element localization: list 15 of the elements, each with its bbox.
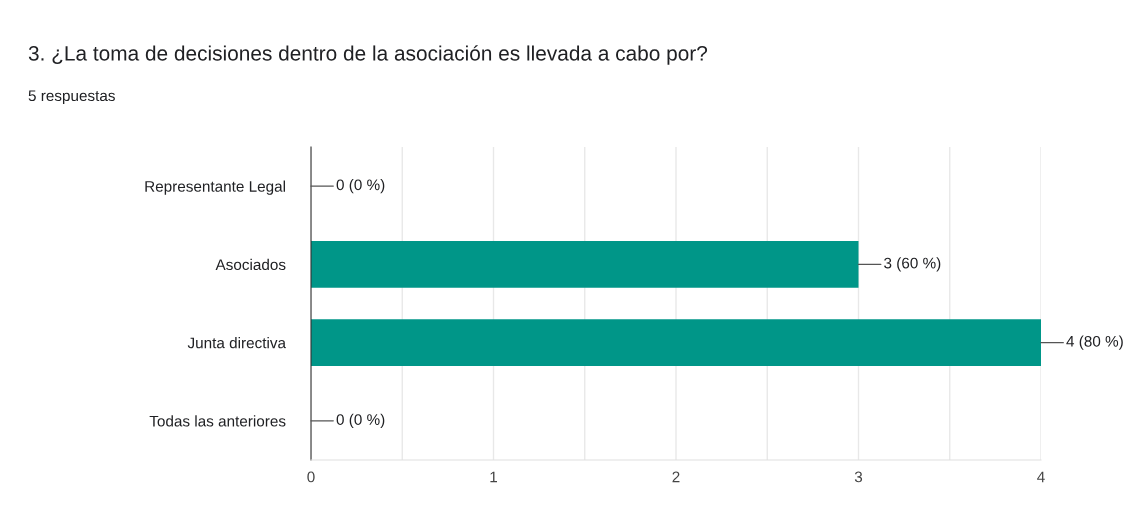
data-label: 3 (60 %): [884, 257, 941, 272]
chart-title: 3. ¿La toma de decisiones dentro de la asociación es llevada a cabo por?: [28, 45, 708, 65]
data-label: 0 (0 %): [336, 413, 385, 428]
data-label: 0 (0 %): [336, 179, 385, 194]
text: 5 respuestas: [28, 90, 115, 105]
y-tick-label: Todas las anteriores: [149, 415, 286, 427]
x-tick-label: 0: [307, 471, 315, 483]
x-tick-label: 2: [672, 471, 680, 483]
x-tick-label: 3: [854, 471, 863, 483]
x-tick-label: 1: [490, 471, 497, 483]
y-tick-label: Representante Legal: [145, 180, 285, 195]
y-tick-label: Asociados: [215, 258, 286, 271]
data-label: 4 (80 %): [1066, 335, 1123, 350]
y-tick-label: Junta directiva: [187, 337, 287, 349]
x-tick-label: 4: [1037, 471, 1045, 483]
